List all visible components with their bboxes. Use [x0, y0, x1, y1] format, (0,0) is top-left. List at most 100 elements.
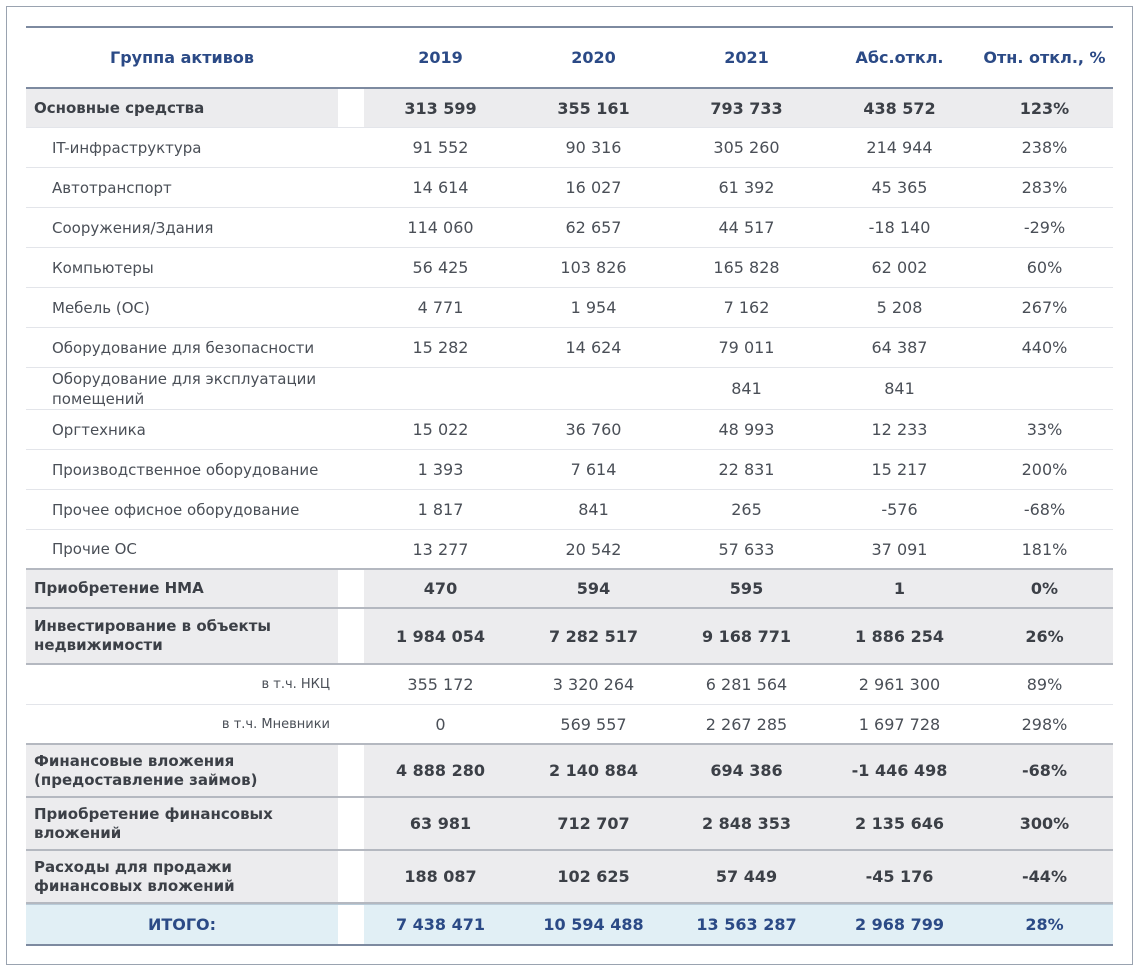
value-abs-deviation: 15 217 — [871, 460, 928, 479]
value-2020: 841 — [578, 500, 609, 519]
value-2020: 20 542 — [565, 539, 622, 559]
row-label: Приобретение финансовых вложений — [34, 804, 273, 842]
value-rel-deviation: 238% — [1021, 138, 1068, 157]
value-abs-deviation: -18 140 — [868, 218, 931, 237]
value-2019: 188 087 — [404, 867, 477, 886]
value-abs-deviation: 12 233 — [871, 420, 928, 439]
row-label: Оргтехника — [52, 420, 146, 439]
value-2021: 79 011 — [718, 338, 775, 357]
value-rel-deviation: 123% — [1019, 98, 1070, 118]
total-row: ИТОГО: 7 438 471 10 594 488 13 563 287 2 968… — [26, 904, 1113, 946]
header-rel-deviation: Отн. откл., % — [983, 48, 1106, 67]
row-label: Приобретение НМА — [34, 579, 204, 597]
value-rel-deviation: -44% — [1022, 867, 1067, 886]
value-2019: 7 438 471 — [395, 915, 486, 934]
value-2020: 1 954 — [570, 298, 617, 317]
value-2020: 2 140 884 — [548, 761, 639, 780]
header-2019: 2019 — [418, 48, 463, 67]
value-2020: 62 657 — [565, 218, 622, 237]
value-2019: 14 614 — [412, 178, 469, 197]
value-2020: 102 625 — [557, 867, 630, 886]
value-2020: 3 320 264 — [552, 675, 635, 694]
assets-table: Группа активов 2019 2020 2021 Абс.откл. … — [26, 26, 1113, 946]
value-rel-deviation: 267% — [1021, 298, 1068, 317]
value-2020: 36 760 — [565, 420, 622, 439]
value-rel-deviation: 0% — [1030, 579, 1059, 598]
row-label: Финансовые вложения (предоставление займ… — [34, 751, 258, 789]
value-2021: 793 733 — [710, 98, 783, 118]
value-2020: 7 614 — [570, 460, 617, 479]
table-row: Финансовые вложения (предоставление займ… — [26, 745, 1113, 798]
value-rel-deviation: -68% — [1022, 761, 1067, 780]
value-2021: 2 267 285 — [705, 714, 788, 734]
value-abs-deviation: 45 365 — [871, 178, 928, 197]
value-abs-deviation: 2 961 300 — [858, 675, 941, 694]
row-label: ИТОГО: — [147, 915, 217, 934]
value-2021: 265 — [731, 500, 762, 519]
row-label: в т.ч. НКЦ — [261, 677, 330, 692]
row-label: Инвестирование в объекты недвижимости — [34, 617, 271, 654]
table-row: Производственное оборудование 1 393 7 614 2… — [26, 450, 1113, 490]
table-row: Оргтехника 15 022 36 760 48 993 12 233 33% — [26, 410, 1113, 450]
table-row: в т.ч. Мневники 0 569 557 2 267 285 1 697 72… — [26, 705, 1113, 745]
value-2019: 1 817 — [417, 500, 464, 519]
table-row: Автотранспорт 14 614 16 027 61 392 45 365 283… — [26, 168, 1113, 208]
table-header: Группа активов 2019 2020 2021 Абс.откл. … — [26, 26, 1113, 89]
value-2020: 14 624 — [565, 338, 622, 357]
value-abs-deviation: 2 968 799 — [854, 915, 945, 934]
value-abs-deviation: 1 697 728 — [858, 714, 941, 734]
row-label: Расходы для продажи финансовых вложений — [34, 857, 235, 895]
value-2021: 165 828 — [713, 258, 780, 277]
row-label: в т.ч. Мневники — [221, 716, 330, 732]
value-rel-deviation: 283% — [1021, 178, 1068, 197]
table-row: Инвестирование в объекты недвижимости 1 9… — [26, 609, 1113, 665]
value-rel-deviation: 28% — [1025, 915, 1064, 934]
value-2021: 57 633 — [718, 539, 775, 559]
row-label: Основные средства — [34, 98, 205, 117]
value-abs-deviation: 2 135 646 — [854, 814, 945, 833]
table-row: Приобретение НМА 470 594 595 1 0% — [26, 570, 1113, 609]
value-abs-deviation: -576 — [881, 500, 918, 519]
value-2021: 57 449 — [715, 867, 778, 886]
value-2019: 4 771 — [417, 298, 464, 317]
table-row: IT-инфраструктура 91 552 90 316 305 260 214 … — [26, 128, 1113, 168]
table-row: Оборудование для эксплуатации помещений 8… — [26, 368, 1113, 410]
value-2019: 470 — [423, 579, 458, 598]
row-label: Прочее офисное оборудование — [52, 500, 300, 519]
value-2021: 22 831 — [718, 460, 775, 479]
value-rel-deviation: 440% — [1021, 338, 1068, 357]
value-rel-deviation: 181% — [1021, 539, 1068, 559]
table-row: Мебель (ОС) 4 771 1 954 7 162 5 208 267% — [26, 288, 1113, 328]
value-abs-deviation: -45 176 — [865, 867, 934, 886]
value-2021: 694 386 — [710, 761, 783, 780]
value-abs-deviation: 1 — [893, 579, 906, 598]
table-row: Прочее офисное оборудование 1 817 841 265 -5… — [26, 490, 1113, 530]
table-row: Расходы для продажи финансовых вложений 1… — [26, 851, 1113, 904]
table-row: в т.ч. НКЦ 355 172 3 320 264 6 281 564 2 961… — [26, 665, 1113, 705]
value-2019: 63 981 — [409, 814, 472, 833]
value-2021: 9 168 771 — [701, 626, 792, 646]
table-row: Прочие ОС 13 277 20 542 57 633 37 091 181% — [26, 530, 1113, 570]
value-rel-deviation: 300% — [1019, 814, 1070, 833]
value-2019: 114 060 — [407, 218, 474, 237]
value-2020: 712 707 — [557, 814, 630, 833]
row-label: Производственное оборудование — [52, 460, 319, 479]
table-row: Сооружения/Здания 114 060 62 657 44 517 -18 … — [26, 208, 1113, 248]
value-2020: 16 027 — [565, 178, 622, 197]
value-rel-deviation: -29% — [1023, 218, 1066, 237]
value-2021: 44 517 — [718, 218, 775, 237]
value-2020: 355 161 — [557, 98, 630, 118]
value-rel-deviation: 60% — [1026, 258, 1063, 277]
row-label: Прочие ОС — [52, 540, 137, 558]
value-rel-deviation: 200% — [1021, 460, 1068, 479]
table-row: Приобретение финансовых вложений 63 981 71… — [26, 798, 1113, 851]
table-row: Компьютеры 56 425 103 826 165 828 62 002 60% — [26, 248, 1113, 288]
value-2021: 48 993 — [718, 420, 775, 439]
value-rel-deviation: 298% — [1021, 714, 1068, 734]
value-abs-deviation: 841 — [884, 379, 915, 398]
value-2020: 10 594 488 — [543, 915, 644, 934]
row-label: Автотранспорт — [52, 178, 172, 197]
header-2020: 2020 — [571, 48, 616, 67]
value-rel-deviation: 89% — [1026, 675, 1063, 694]
value-rel-deviation: 33% — [1026, 420, 1063, 439]
